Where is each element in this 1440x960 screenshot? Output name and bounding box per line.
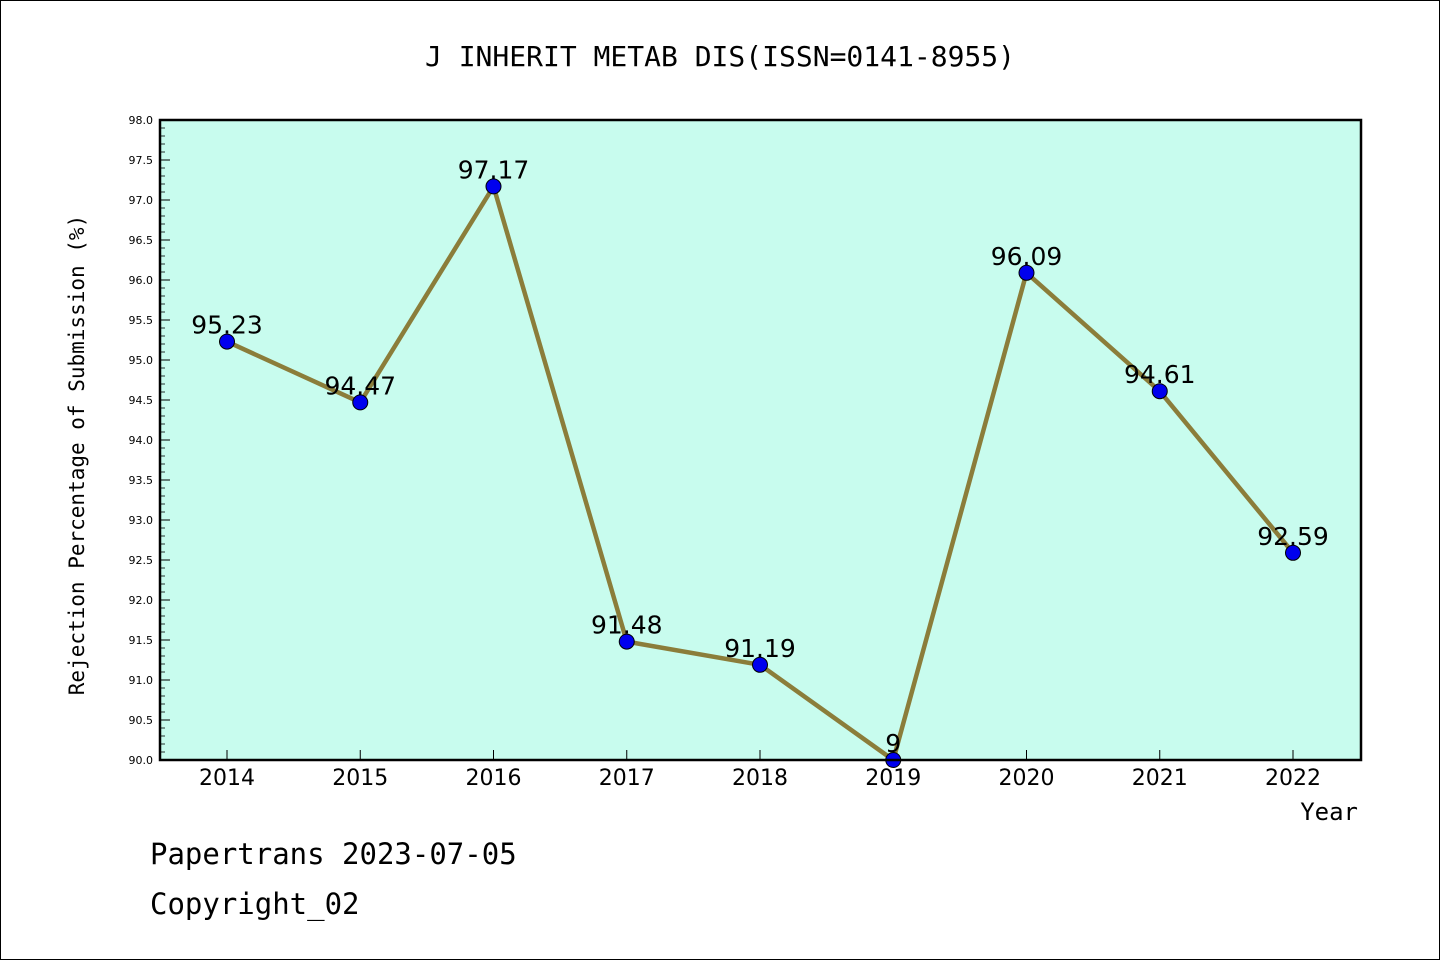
y-tick-label: 94.0	[129, 434, 154, 447]
y-tick-label: 92.0	[129, 594, 154, 607]
y-tick-label: 94.5	[129, 394, 154, 407]
y-tick-label: 93.0	[129, 514, 154, 527]
x-tick-label: 2016	[466, 766, 522, 791]
x-tick-label: 2014	[199, 766, 255, 791]
x-tick-label: 2015	[332, 766, 388, 791]
y-tick-label: 98.0	[129, 114, 154, 127]
data-label-2022: 92.59	[1257, 522, 1329, 551]
data-label-2019: 9	[885, 729, 901, 758]
x-tick-label: 2021	[1132, 766, 1188, 791]
x-tick-label: 2022	[1265, 766, 1321, 791]
x-tick-label: 2018	[732, 766, 788, 791]
plot-border	[158, 118, 1363, 762]
data-point-2021	[1151, 383, 1168, 400]
data-point-2014	[219, 333, 235, 350]
data-point-2017	[618, 633, 635, 650]
x-axis: 2014 2015 2016 2017 2018 2019 2020 2021 2022	[199, 750, 1321, 791]
chart-title: J INHERIT METAB DIS(ISSN=0141-8955)	[425, 40, 1015, 73]
y-tick-label: 95.5	[129, 314, 154, 327]
data-point-2020	[1018, 264, 1035, 281]
data-point-2016	[485, 178, 502, 195]
data-label-2014: 95.23	[191, 311, 263, 340]
y-axis-label: Rejection Percentage of Submission (%)	[65, 215, 89, 695]
y-tick-label: 90.5	[129, 714, 154, 727]
y-tick-label: 96.5	[129, 234, 154, 247]
y-tick-label: 91.0	[129, 674, 154, 687]
y-axis: 90.0 90.5 91.0 91.5 92.0 92.5 93.0 93.5 94.0 94.5…	[129, 114, 170, 767]
data-point-2018	[752, 656, 768, 673]
x-axis-label: Year	[1300, 798, 1358, 826]
data-point-2015	[352, 394, 369, 411]
footer-date: Papertrans 2023-07-05	[150, 837, 517, 871]
data-label-2017: 91.48	[591, 611, 663, 640]
y-tick-label: 90.0	[129, 754, 154, 767]
data-label-2021: 94.61	[1124, 360, 1196, 389]
data-label-2018: 91.19	[724, 634, 796, 663]
y-tick-label: 92.5	[129, 554, 154, 567]
y-tick-label: 97.5	[129, 154, 154, 167]
y-tick-label: 97.0	[129, 194, 154, 207]
y-tick-label: 93.5	[129, 474, 154, 487]
data-label-2020: 96.09	[991, 242, 1063, 271]
y-tick-label: 96.0	[129, 274, 154, 287]
x-tick-label: 2017	[599, 766, 655, 791]
data-label-2015: 94.47	[324, 371, 396, 400]
data-point-2022	[1285, 544, 1301, 561]
plot-area	[160, 120, 1361, 760]
data-labels-group: 95.23 94.47 97.17 91.48 91.19 9 96.09 94.61 92.5…	[191, 155, 1329, 758]
x-tick-label: 2020	[999, 766, 1055, 791]
data-label-2016: 97.17	[458, 155, 530, 184]
y-tick-label: 95.0	[129, 354, 154, 367]
footer-copyright: Copyright_02	[150, 887, 360, 922]
y-tick-label: 91.5	[129, 634, 154, 647]
x-tick-label: 2019	[865, 766, 921, 791]
